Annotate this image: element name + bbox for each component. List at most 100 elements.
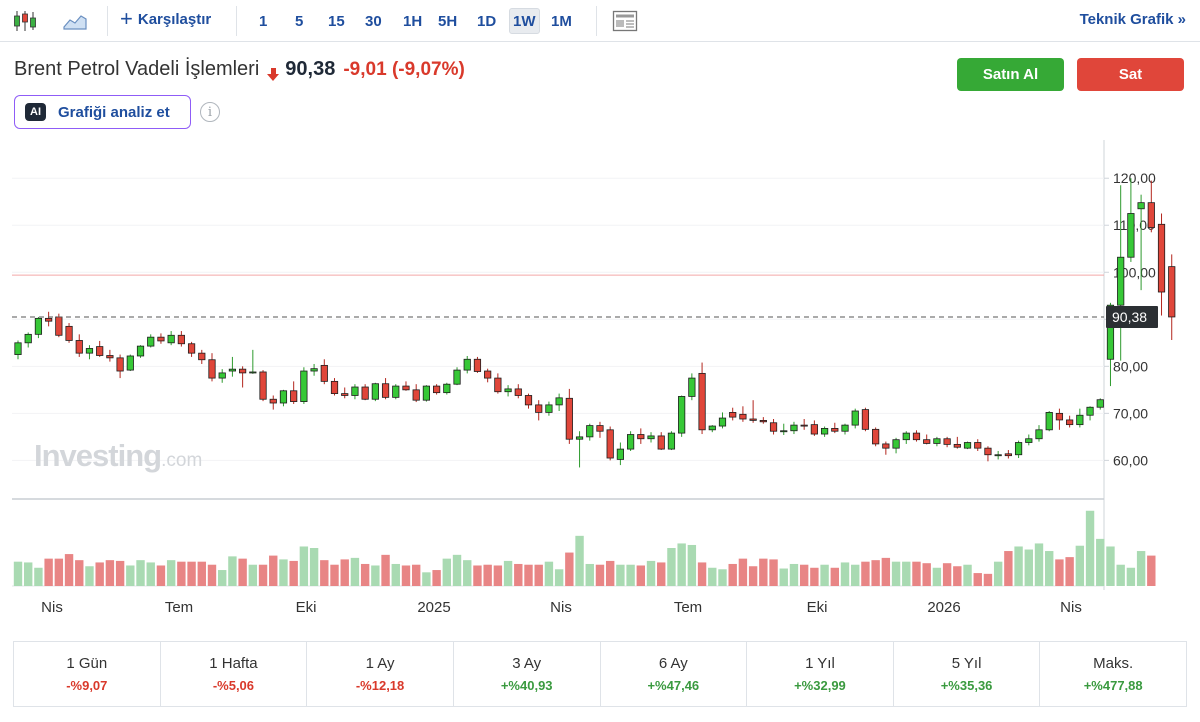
candle-body	[780, 430, 788, 433]
sell-button[interactable]: Sat	[1077, 58, 1184, 91]
volume-bar	[442, 558, 452, 586]
candle-body	[729, 412, 737, 418]
volume-bar	[401, 565, 411, 586]
interval-5h[interactable]: 5H	[438, 12, 458, 30]
candle-body	[678, 396, 686, 434]
volume-bar	[503, 560, 513, 586]
interval-5[interactable]: 5	[295, 12, 304, 30]
volume-bar	[1024, 549, 1033, 586]
y-tick-label: 80,00	[1113, 358, 1148, 374]
volume-bar	[728, 563, 737, 586]
candle-body	[65, 325, 73, 341]
volume-bar	[1034, 543, 1044, 586]
candle-body	[1066, 419, 1074, 426]
volume-bar	[340, 559, 349, 586]
volume-bar	[881, 557, 891, 586]
perf-1w[interactable]: 1 Hafta -%5,06	[161, 642, 308, 706]
perf-5y[interactable]: 5 Yıl +%35,36	[894, 642, 1041, 706]
volume-bar	[789, 563, 799, 586]
candle-body	[1127, 213, 1135, 258]
candle-body	[1035, 429, 1043, 440]
candle-body	[136, 345, 145, 357]
volume-bar	[534, 564, 543, 586]
volume-bar	[1014, 546, 1023, 586]
perf-1d[interactable]: 1 Gün -%9,07	[14, 642, 161, 706]
candle-body	[412, 389, 420, 401]
perf-1y[interactable]: 1 Yıl +%32,99	[747, 642, 894, 706]
info-icon[interactable]: i	[200, 102, 220, 122]
volume-bar	[381, 554, 390, 586]
volume-bar	[626, 564, 635, 586]
candle-body	[300, 370, 308, 402]
volume-bar	[391, 563, 400, 586]
x-tick-label: Eki	[296, 599, 317, 616]
candle-body	[34, 317, 43, 335]
candlestick-icon[interactable]	[10, 6, 40, 36]
interval-1h[interactable]: 1H	[403, 12, 423, 30]
perf-label: 5 Yıl	[951, 655, 982, 672]
analyze-chart-button[interactable]: AI Grafiği analiz et	[14, 95, 191, 129]
candle-body	[1096, 399, 1104, 408]
volume-bar	[983, 573, 993, 586]
interval-30[interactable]: 30	[365, 12, 382, 30]
volume-bar	[1096, 538, 1105, 586]
perf-3m[interactable]: 3 Ay +%40,93	[454, 642, 601, 706]
interval-1[interactable]: 1	[259, 12, 268, 30]
technical-chart-link[interactable]: Teknik Grafik »	[1079, 11, 1186, 28]
volume-bar	[258, 564, 268, 586]
candle-body	[55, 316, 63, 336]
volume-bar	[350, 557, 360, 586]
candle-body	[1168, 266, 1176, 318]
candle-body	[923, 439, 931, 444]
volume-bar	[126, 565, 135, 586]
price-chart[interactable]: 120,00110,00100,0090,0080,0070,0060,0090…	[0, 140, 1200, 620]
candle-body	[269, 398, 277, 404]
x-tick-label: Nis	[41, 599, 63, 616]
candle-body	[1045, 412, 1053, 431]
volume-bar	[1116, 564, 1125, 586]
volume-bar	[657, 562, 666, 586]
candle-body	[963, 442, 972, 449]
interval-1d[interactable]: 1D	[477, 12, 497, 30]
candle-body	[351, 386, 359, 396]
volume-bar	[1106, 546, 1115, 586]
perf-6m[interactable]: 6 Ay +%47,46	[601, 642, 748, 706]
perf-1m[interactable]: 1 Ay -%12,18	[307, 642, 454, 706]
interval-1w[interactable]: 1W	[509, 8, 540, 34]
candle-body	[586, 425, 594, 438]
candle-body	[657, 435, 665, 450]
compare-button[interactable]: + Karşılaştır	[120, 8, 211, 30]
area-chart-icon[interactable]	[60, 6, 90, 36]
volume-bar	[544, 561, 554, 586]
interval-15[interactable]: 15	[328, 12, 345, 30]
last-price-badge	[1106, 305, 1158, 328]
volume-bar	[24, 562, 33, 586]
volume-bar	[75, 560, 84, 586]
interval-1m[interactable]: 1M	[551, 12, 572, 30]
news-layout-icon[interactable]	[610, 6, 640, 36]
perf-max[interactable]: Maks. +%477,88	[1040, 642, 1186, 706]
candle-body	[187, 343, 196, 354]
volume-bar	[1136, 551, 1146, 586]
candle-body	[1004, 453, 1012, 457]
perf-label: 1 Yıl	[805, 655, 835, 672]
volume-bar	[483, 564, 492, 586]
candle-body	[1137, 202, 1145, 210]
volume-bar	[554, 569, 564, 586]
volume-bar	[738, 558, 748, 586]
candle-body	[872, 428, 880, 445]
candle-body	[228, 368, 237, 372]
volume-bar	[759, 558, 768, 586]
candle-body	[861, 409, 870, 430]
candle-body	[953, 443, 961, 448]
candle-body	[433, 385, 441, 394]
candle-body	[800, 424, 808, 427]
buy-button[interactable]: Satın Al	[957, 58, 1064, 91]
volume-bar	[1055, 559, 1064, 586]
volume-bar	[309, 548, 319, 586]
perf-value: +%32,99	[794, 678, 846, 693]
candle-body	[45, 317, 53, 322]
candle-body	[320, 364, 328, 382]
candle-body	[504, 388, 512, 393]
candle-body	[627, 434, 635, 450]
